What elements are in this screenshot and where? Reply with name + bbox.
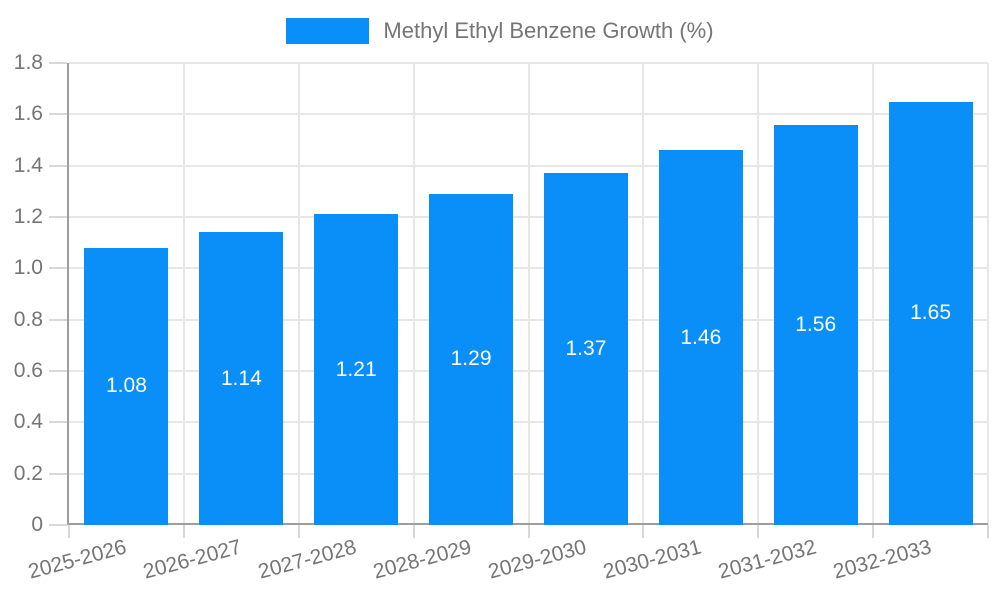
y-axis-tick — [49, 318, 67, 321]
y-axis-tick — [49, 524, 67, 526]
x-axis-tick — [757, 525, 760, 538]
x-axis-tick — [297, 525, 300, 538]
x-gridline — [412, 63, 415, 525]
y-axis-tick-label: 1.8 — [13, 51, 43, 74]
y-axis-tick — [49, 421, 67, 424]
y-axis-tick-label: 0.6 — [13, 359, 43, 382]
bar-value-label: 1.65 — [910, 301, 951, 325]
bar-value-label: 1.21 — [335, 357, 377, 381]
y-axis-tick-label: 1.6 — [13, 102, 43, 126]
bar[interactable] — [199, 232, 284, 525]
x-axis-tick — [872, 525, 875, 538]
y-axis-tick — [49, 216, 67, 218]
x-axis-tick — [527, 525, 530, 538]
y-axis-tick — [49, 370, 67, 372]
x-axis-tick — [412, 525, 415, 538]
y-axis-tick-label: 1.4 — [13, 153, 43, 177]
bar-value-label: 1.29 — [450, 347, 492, 371]
x-gridline — [642, 63, 645, 525]
x-axis-tick — [68, 525, 70, 538]
bar[interactable] — [314, 214, 399, 525]
x-axis-tick — [987, 525, 989, 538]
y-axis-tick-label: 0.8 — [13, 307, 43, 331]
bar-value-label: 1.08 — [106, 374, 147, 398]
legend-swatch — [286, 18, 370, 44]
bar-value-label: 1.56 — [795, 312, 837, 336]
bar[interactable] — [429, 193, 514, 525]
y-axis-tick — [49, 472, 67, 475]
bar[interactable] — [84, 247, 169, 525]
y-axis-tick-label: 0.2 — [13, 461, 43, 485]
x-axis-line — [67, 523, 988, 525]
y-axis-tick — [49, 267, 67, 270]
x-axis-tick — [642, 525, 645, 538]
plot-area: 0 0.2 0.4 0.6 0.8 1.0 1.2 1.4 1.6 1.8 1.08 2025-202… — [14, 51, 989, 584]
y-axis-tick — [49, 62, 67, 64]
legend-item[interactable]: Methyl Ethyl Benzene Growth (%) — [0, 18, 1000, 44]
bar-value-label: 1.37 — [565, 337, 607, 361]
y-axis-tick — [49, 164, 67, 167]
y-axis-tick-label: 0 — [31, 513, 43, 536]
y-axis-tick-label: 0.4 — [13, 410, 43, 434]
y-axis-line — [67, 63, 69, 525]
y-axis-tick-label: 1.2 — [13, 205, 43, 228]
x-gridline — [872, 63, 875, 525]
bar-value-label: 1.14 — [220, 366, 262, 390]
bar-value-label: 1.46 — [680, 325, 722, 349]
x-gridline — [527, 63, 530, 525]
legend-label: Methyl Ethyl Benzene Growth (%) — [383, 18, 714, 43]
bar[interactable] — [888, 101, 973, 525]
x-gridline — [182, 63, 185, 525]
y-axis-tick-label: 1.0 — [13, 256, 43, 280]
x-axis-tick — [182, 525, 185, 538]
bar[interactable] — [543, 173, 628, 525]
x-gridline — [297, 63, 300, 525]
x-gridline — [987, 63, 989, 525]
bar[interactable] — [773, 124, 858, 525]
bar[interactable] — [658, 150, 743, 525]
y-axis-tick — [49, 113, 67, 116]
x-gridline — [757, 63, 760, 525]
